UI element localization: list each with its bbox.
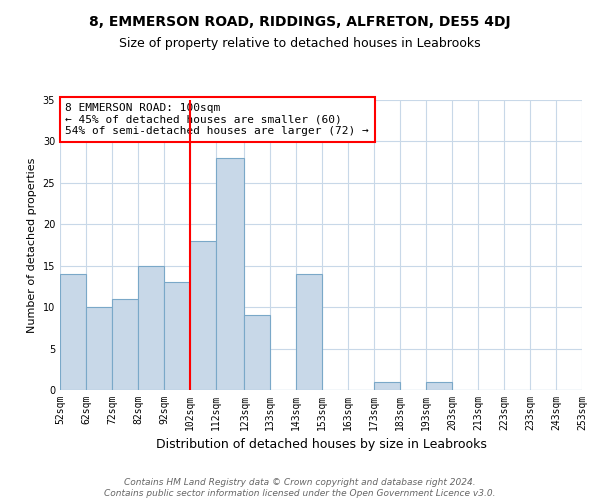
Text: 8, EMMERSON ROAD, RIDDINGS, ALFRETON, DE55 4DJ: 8, EMMERSON ROAD, RIDDINGS, ALFRETON, DE… [89, 15, 511, 29]
Bar [216, 158, 244, 390]
Bar [426, 382, 452, 390]
Bar [374, 382, 400, 390]
Y-axis label: Number of detached properties: Number of detached properties [27, 158, 37, 332]
Bar [296, 274, 322, 390]
X-axis label: Distribution of detached houses by size in Leabrooks: Distribution of detached houses by size … [155, 438, 487, 452]
Bar [138, 266, 164, 390]
Text: Size of property relative to detached houses in Leabrooks: Size of property relative to detached ho… [119, 38, 481, 51]
Text: Contains HM Land Registry data © Crown copyright and database right 2024.
Contai: Contains HM Land Registry data © Crown c… [104, 478, 496, 498]
Bar [244, 316, 271, 390]
Bar [164, 282, 190, 390]
Bar [190, 241, 216, 390]
Text: 8 EMMERSON ROAD: 100sqm
← 45% of detached houses are smaller (60)
54% of semi-de: 8 EMMERSON ROAD: 100sqm ← 45% of detache… [65, 103, 369, 136]
Bar [112, 299, 138, 390]
Bar [86, 307, 112, 390]
Bar [60, 274, 86, 390]
